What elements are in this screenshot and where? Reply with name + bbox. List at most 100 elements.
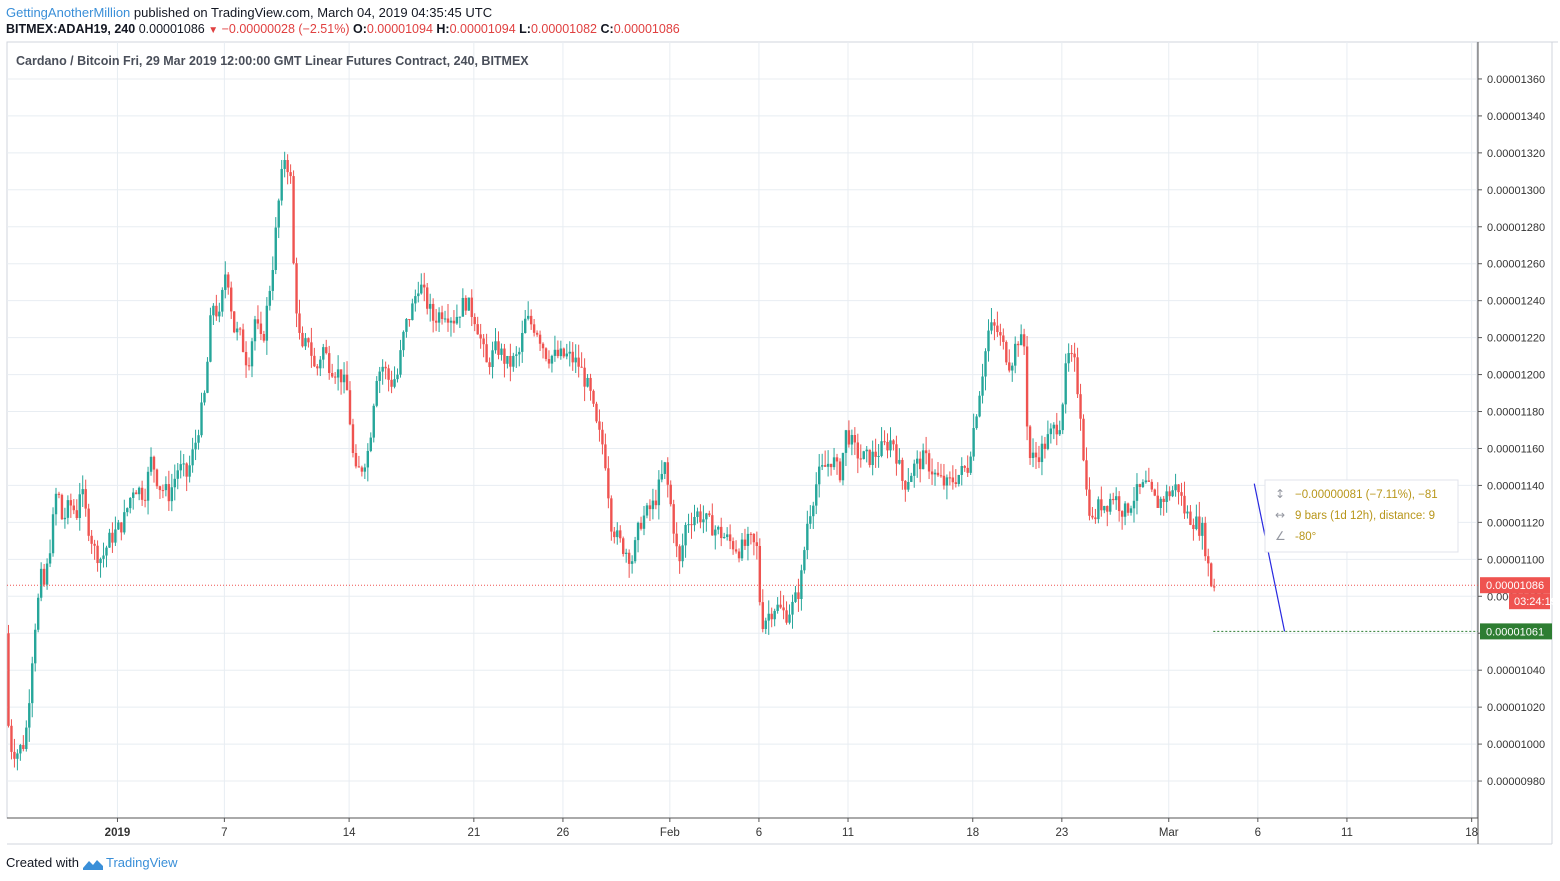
candle-down [835,453,839,475]
tradingview-link[interactable]: TradingView [105,855,178,870]
candle-body [1186,511,1189,514]
candle-up [630,555,634,574]
candle-body [90,535,93,544]
candle-down [143,488,147,508]
candle-down [785,601,788,625]
candle-down [924,436,928,465]
projection-trendline [1253,483,1286,632]
candle-up [841,452,845,486]
candle-up [203,390,206,406]
candle-down [1091,507,1094,520]
high-value: 0.00001094 [449,22,516,36]
candle-body [529,315,533,325]
candle-body [152,456,156,470]
candle-down [755,531,759,560]
drawings[interactable]: 0.00001086 03:24:19 0.00001061 ↕ −0.00000081… [7,479,1557,640]
candle-down [901,457,904,490]
down-arrow-icon: ▼ [208,25,219,36]
candle-body [1114,496,1118,501]
candle-body [544,348,548,359]
candle-body [491,350,494,368]
candle-down [256,305,260,330]
candle-up [188,455,191,483]
candle-up [702,505,705,534]
candle-body [776,604,779,611]
candle-body [892,440,895,445]
candle-body [120,522,123,533]
candle-body [283,160,286,169]
candle-down [408,319,411,327]
candle-down [325,339,328,355]
candle-down [262,330,266,343]
candle-up [170,473,174,512]
candle-body [224,274,227,290]
candle-body [613,531,616,538]
candle-down [963,465,966,472]
candle-body [84,489,87,509]
candle-up [428,293,432,322]
candle-body [31,663,34,704]
candle-body [1153,489,1156,496]
candle-body [907,481,910,490]
candle-body [785,610,788,623]
candle-body [675,533,678,547]
candle-body [271,270,274,291]
candle-body [253,319,257,342]
y-tick-label: 0.00001200 [1487,370,1545,382]
y-tick-label: 0.00001340 [1487,111,1545,123]
candle-body [1144,480,1148,483]
candle-down [96,540,99,572]
candle-body [336,369,340,378]
candle-body [1138,484,1142,487]
candle-body [235,328,239,333]
candle-up [975,414,978,430]
candle-body [348,390,352,425]
candle-body [87,508,90,536]
x-tick-label: Mar [1159,827,1179,839]
candle-body [806,523,809,551]
candle-body [108,532,111,548]
candle-body [215,305,218,317]
candle-down [532,319,536,337]
candle-up [1067,343,1070,372]
candle-down [939,463,943,478]
candle-down [431,298,435,333]
candle-down [227,272,230,295]
candle-body [164,484,168,491]
candle-up [182,454,185,477]
candle-body [1049,428,1053,435]
publish-header: GettingAnotherMillion published on Tradi… [6,5,492,20]
candle-up [933,469,937,486]
candle-body [868,449,871,466]
candle-body [426,287,429,309]
candle-body [479,334,482,339]
candle-body [420,284,423,294]
candle-body [452,320,456,324]
candle-up [378,366,381,394]
candle-up [1109,493,1112,515]
candle-body [339,369,343,383]
candle-down [583,358,586,402]
candle-down [215,294,218,321]
candle-body [1064,363,1067,405]
candle-body [610,498,613,532]
candle-body [325,347,328,354]
candle-up [910,472,913,483]
candle-up [651,488,655,520]
candle-up [687,513,690,533]
candle-body [512,355,515,367]
open-label: O: [352,22,367,36]
candle-body [36,597,40,630]
candle-down [232,311,236,334]
candle-body [595,403,598,422]
candle-up [319,356,322,377]
candle-down [619,525,622,543]
candle-up [396,368,399,383]
candle-down [954,469,958,488]
candle-up [1174,473,1177,497]
candle-body [333,376,337,378]
candle-down [856,433,860,474]
y-tick-label: 0.00001160 [1487,443,1544,455]
author-link[interactable]: GettingAnotherMillion [6,5,131,20]
